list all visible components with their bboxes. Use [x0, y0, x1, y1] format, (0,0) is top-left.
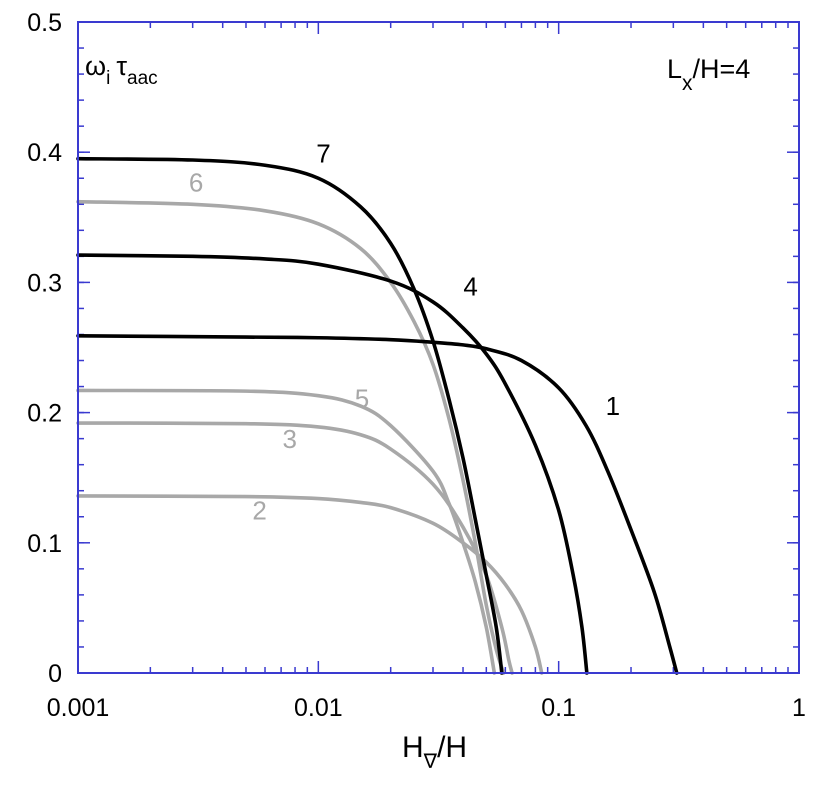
series-label-5: 5 [355, 383, 369, 413]
x-axis-label: H∇/H [402, 731, 467, 773]
series-curve-1 [76, 333, 679, 675]
series-curve-3 [76, 421, 514, 675]
y-tick-label: 0.5 [27, 9, 62, 37]
series-label-2: 2 [252, 495, 266, 525]
y-tick-label: 0.3 [27, 269, 62, 297]
annotation-lx-over-h: Lx/H=4 [667, 54, 750, 95]
y-tick-label: 0.2 [27, 400, 62, 428]
x-tick-label: 0.1 [541, 694, 576, 722]
series-curve-6 [76, 199, 506, 675]
series-curve-7 [76, 156, 504, 675]
plot-frame [77, 21, 800, 674]
x-tick-label: 0.01 [294, 694, 343, 722]
ticks-layer [77, 21, 800, 674]
series-label-4: 4 [463, 271, 477, 301]
y-axis-label: ωi τaac [85, 51, 158, 89]
series-curve-2 [76, 494, 544, 675]
y-tick-label: 0.4 [27, 139, 62, 167]
y-tick-label: 0 [48, 660, 62, 688]
series-curve-5 [76, 388, 497, 675]
series-label-1: 1 [606, 391, 620, 421]
series-curve-4 [76, 253, 589, 675]
series-label-7: 7 [316, 139, 330, 169]
labels-layer: 0.001 0.01 0.1 1 0 0.1 0.2 0.3 0.4 0.5 2 3 5 6 1 4 7 [27, 9, 806, 722]
x-tick-label: 1 [792, 694, 806, 722]
series-label-3: 3 [282, 424, 296, 454]
curves-layer [76, 156, 679, 675]
x-tick-label: 0.001 [47, 694, 110, 722]
series-label-6: 6 [189, 167, 203, 197]
y-tick-label: 0.1 [27, 530, 62, 558]
